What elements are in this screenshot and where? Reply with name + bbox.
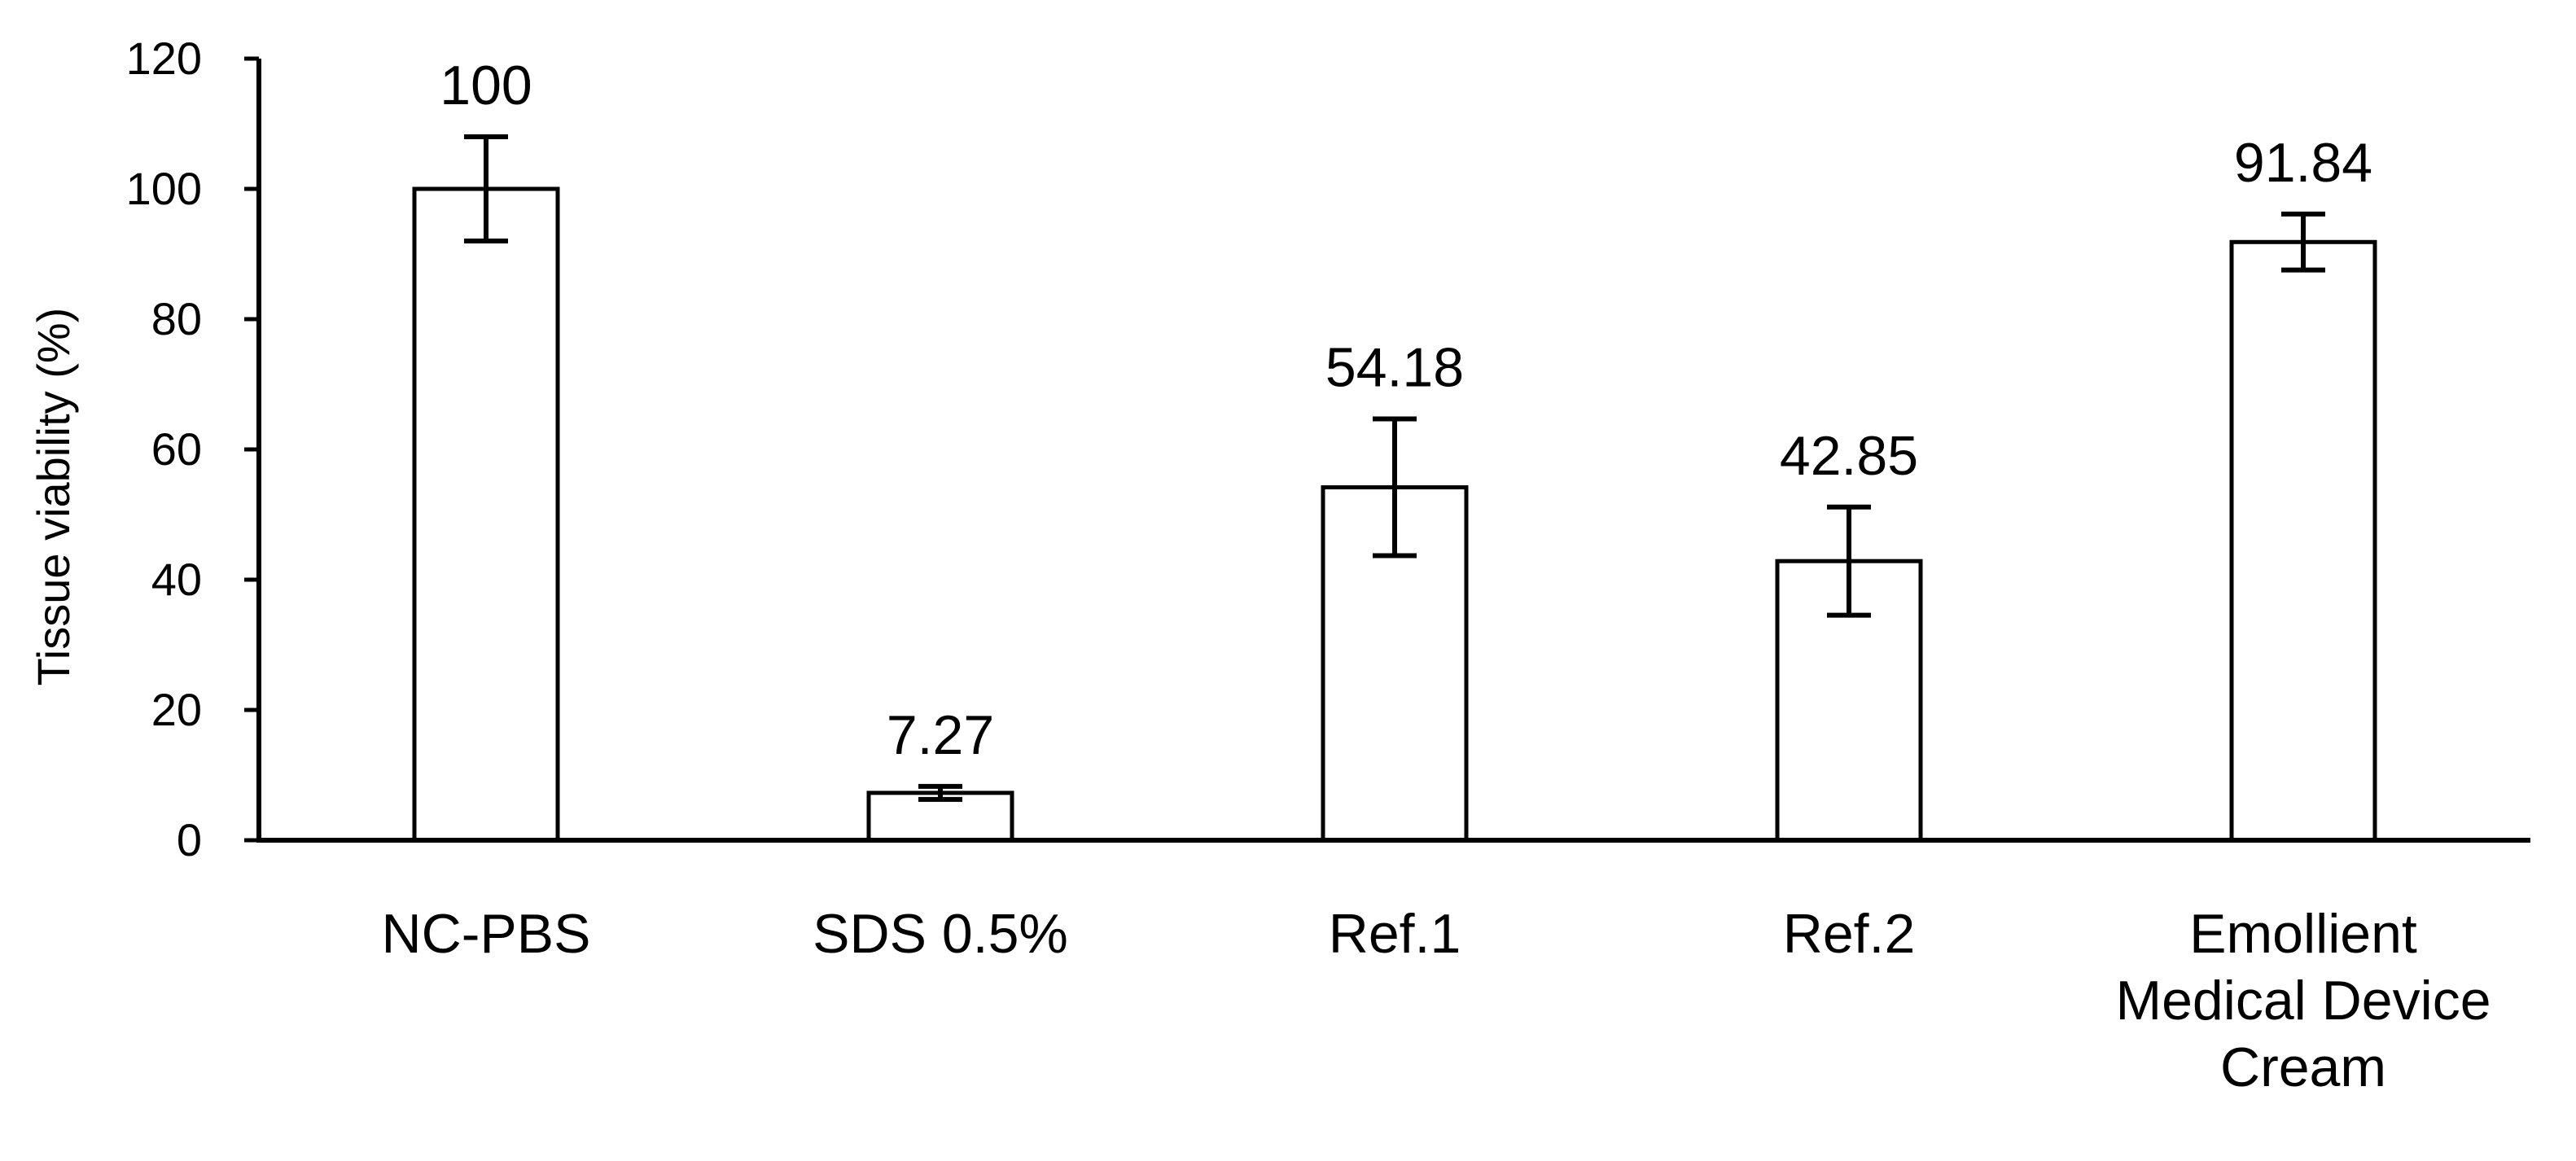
error-bar bbox=[464, 134, 508, 243]
y-tick-label: 80 bbox=[151, 293, 202, 344]
x-category-label-line: NC-PBS bbox=[382, 903, 591, 965]
data-label: 91.84 bbox=[2234, 132, 2372, 194]
bar bbox=[2229, 239, 2377, 843]
error-bar bbox=[918, 783, 962, 802]
x-category-label-line: Cream bbox=[2220, 1036, 2386, 1098]
x-category-label: Ref.1 bbox=[1329, 903, 1461, 965]
x-category-label: Ref.2 bbox=[1783, 903, 1916, 965]
x-category-label-line: Ref.2 bbox=[1783, 903, 1916, 965]
data-label: 100 bbox=[440, 55, 532, 116]
x-category-label-line: Emollient bbox=[2189, 903, 2417, 965]
data-label: 54.18 bbox=[1325, 337, 1464, 399]
error-bar bbox=[1827, 504, 1871, 618]
y-axis-ticks: 0 20 40 60 80 100 120 bbox=[126, 33, 259, 865]
data-label: 7.27 bbox=[887, 704, 994, 766]
y-tick-label: 60 bbox=[151, 423, 202, 475]
x-axis-category-labels: NC-PBS SDS 0.5% Ref.1 Ref.2 Emollient Medical… bbox=[382, 903, 2491, 1098]
y-tick-label: 40 bbox=[151, 554, 202, 605]
x-category-label: Emollient Medical Device Cream bbox=[2115, 903, 2491, 1098]
data-labels: 100 7.27 54.18 42.85 91.84 bbox=[440, 55, 2372, 766]
error-bars bbox=[464, 134, 2325, 802]
x-category-label-line: Medical Device bbox=[2115, 970, 2491, 1032]
x-category-label: SDS 0.5% bbox=[813, 903, 1068, 965]
y-tick-label: 20 bbox=[151, 684, 202, 735]
data-label: 42.85 bbox=[1780, 425, 1918, 487]
y-axis-title: Tissue viability (%) bbox=[28, 308, 79, 686]
error-bar bbox=[1373, 416, 1417, 559]
y-tick-label: 100 bbox=[126, 163, 202, 214]
x-category-label: NC-PBS bbox=[382, 903, 591, 965]
y-tick-label: 0 bbox=[177, 814, 202, 865]
bar bbox=[412, 186, 560, 843]
error-bar bbox=[2281, 211, 2325, 273]
x-category-label-line: SDS 0.5% bbox=[813, 903, 1068, 965]
y-tick-label: 120 bbox=[126, 33, 202, 84]
x-category-label-line: Ref.1 bbox=[1329, 903, 1461, 965]
